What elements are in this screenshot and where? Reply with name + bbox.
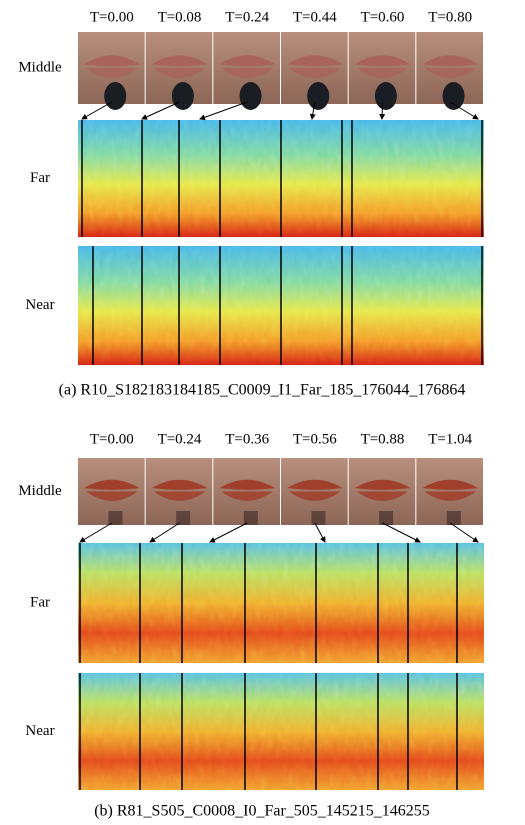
upper-lip	[422, 479, 478, 490]
lip-frame	[416, 32, 483, 110]
arrow	[79, 522, 113, 543]
row-label: Middle	[18, 59, 62, 75]
lower-lip	[356, 68, 409, 79]
lower-lip	[221, 68, 273, 79]
upper-lip	[84, 479, 140, 490]
time-label: T=0.88	[361, 431, 405, 447]
chin-shadow	[108, 511, 123, 525]
lip-frame	[281, 458, 348, 525]
chin-shadow	[311, 511, 326, 525]
upper-lip	[219, 479, 275, 490]
caption: (b) R81_S505_C0008_I0_Far_505_145215_146…	[94, 803, 430, 820]
lower-lip	[424, 491, 476, 501]
arrow	[314, 522, 326, 543]
time-label: T=1.04	[428, 431, 472, 447]
row-label: Middle	[18, 483, 62, 499]
row-label: Far	[30, 170, 50, 186]
lower-lip	[289, 491, 341, 501]
time-label: T=0.60	[361, 9, 405, 25]
arrow	[199, 101, 248, 121]
chin-shadow	[379, 511, 394, 525]
spectrogram-texture	[78, 673, 484, 790]
caption: (a) R10_S182183184185_C0009_I1_Far_185_1…	[59, 382, 466, 399]
upper-lip	[354, 55, 411, 67]
upper-lip	[287, 55, 343, 67]
spectrogram-texture	[78, 543, 484, 663]
lower-lip	[356, 491, 409, 501]
lip-frame	[416, 458, 483, 525]
microphone	[104, 82, 127, 110]
lower-lip	[153, 491, 206, 501]
upper-lip	[84, 55, 140, 67]
upper-lip	[287, 479, 343, 490]
time-label: T=0.36	[225, 431, 269, 447]
lower-lip	[289, 68, 341, 79]
row-label: Far	[30, 594, 50, 610]
arrow	[449, 101, 479, 120]
microphone	[374, 82, 397, 110]
lip-frame	[78, 458, 145, 525]
microphone	[307, 82, 330, 110]
arrow	[309, 101, 316, 120]
lower-lip	[153, 68, 206, 79]
lip-frame	[78, 32, 145, 110]
time-label: T=0.44	[293, 9, 337, 25]
microphone	[442, 82, 465, 110]
lower-lip	[86, 68, 138, 79]
time-label: T=0.08	[158, 9, 202, 25]
time-label: T=0.56	[293, 431, 337, 447]
arrow	[149, 522, 180, 543]
time-label: T=0.00	[90, 9, 134, 25]
upper-lip	[354, 479, 411, 490]
microphone	[239, 82, 262, 110]
chin-shadow	[446, 511, 461, 525]
chin-shadow	[243, 511, 258, 525]
upper-lip	[151, 479, 208, 490]
arrow	[382, 522, 421, 543]
lower-lip	[424, 68, 476, 79]
arrow	[379, 101, 386, 120]
arrow	[141, 101, 180, 120]
time-label: T=0.24	[158, 431, 202, 447]
lip-frame	[348, 32, 416, 110]
lip-frame	[348, 458, 416, 525]
lip-frame	[213, 32, 280, 110]
arrow	[449, 522, 479, 543]
microphone	[171, 82, 194, 110]
row-label: Near	[25, 297, 54, 313]
lip-frame	[213, 458, 280, 525]
upper-lip	[151, 55, 208, 67]
lip-frame	[281, 32, 348, 110]
row-label: Near	[25, 723, 54, 739]
upper-lip	[422, 55, 478, 67]
chin-shadow	[176, 511, 191, 525]
arrow	[209, 522, 248, 543]
lip-frame	[145, 32, 213, 110]
time-label: T=0.80	[428, 9, 472, 25]
time-label: T=0.00	[90, 431, 134, 447]
time-label: T=0.24	[225, 9, 269, 25]
arrow	[81, 101, 113, 120]
lower-lip	[221, 491, 273, 501]
upper-lip	[219, 55, 275, 67]
lip-frame	[145, 458, 213, 525]
lower-lip	[86, 491, 138, 501]
